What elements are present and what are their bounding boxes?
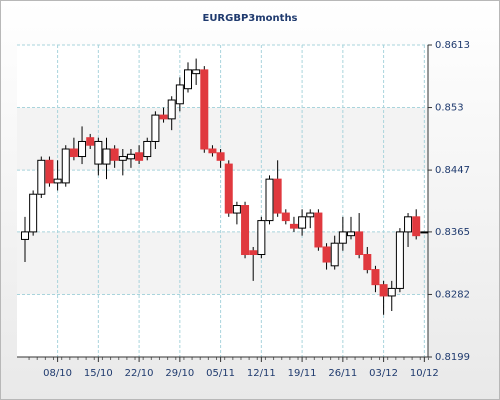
candle-body [37,159,46,195]
candle-body [21,231,29,240]
candle-body [347,231,355,237]
candle-body [53,178,62,184]
candle-body [78,140,87,158]
x-tick-label: 03/12 [369,368,398,379]
candle-body [338,231,347,244]
x-tick-label: 05/11 [206,368,235,379]
y-tick-label: 0.8199 [435,352,470,363]
candle-body [232,205,241,214]
candle-body [110,148,119,161]
candle-body [298,216,307,229]
candle-body [404,216,413,233]
y-tick-label: 0.8282 [435,289,470,300]
x-tick-label: 22/10 [125,368,154,379]
x-tick-label: 08/10 [43,368,72,379]
candle-body [395,231,404,289]
candle-body [159,114,168,120]
y-tick-label: 0.8447 [435,165,470,176]
x-tick-label: 29/10 [165,368,194,379]
candle-body [355,231,364,256]
candle-body [61,148,70,184]
y-tick-label: 0.853 [435,103,464,114]
candle-body [126,153,135,160]
candle-body [314,212,323,248]
x-tick-label: 19/11 [288,368,317,379]
candle-body [371,269,380,286]
candle-body [281,212,290,222]
candle-body [420,231,429,234]
candle-body [273,178,282,214]
candle-body [224,163,233,214]
candle-body [29,193,38,233]
candle-body [102,148,111,165]
candle-body [175,84,184,105]
candle-body [216,152,225,161]
candle-body [167,99,176,120]
y-tick-label: 0.8365 [435,227,470,238]
candle-body [135,152,144,161]
candle-body [200,69,209,150]
candle-body [45,159,54,184]
candle-body [86,137,95,146]
candle-body [289,223,298,229]
candle-body [94,140,103,165]
y-tick-label: 0.8613 [435,40,470,51]
candle-body [118,156,127,161]
x-tick-label: 26/11 [328,368,357,379]
candle-body [387,287,396,297]
candle-body [69,148,78,158]
candle-body [208,148,217,154]
candle-body [379,284,388,297]
candle-body [306,212,315,218]
plot-area [17,45,428,357]
candle-body [322,246,331,263]
candle-body [192,69,201,75]
x-tick-label: 15/10 [84,368,113,379]
x-tick-label: 10/12 [410,368,439,379]
chart-title: EURGBP3months [202,13,297,24]
candle-body [265,178,274,222]
candle-body [330,242,339,267]
candle-body [363,254,372,271]
candle-body [143,140,152,158]
candle-body [241,205,250,256]
x-tick-label: 12/11 [247,368,276,379]
candle-body [184,69,192,90]
candle-body [249,250,258,256]
candle-body [412,216,421,237]
candle-body [257,220,266,256]
candle-body [151,114,160,142]
